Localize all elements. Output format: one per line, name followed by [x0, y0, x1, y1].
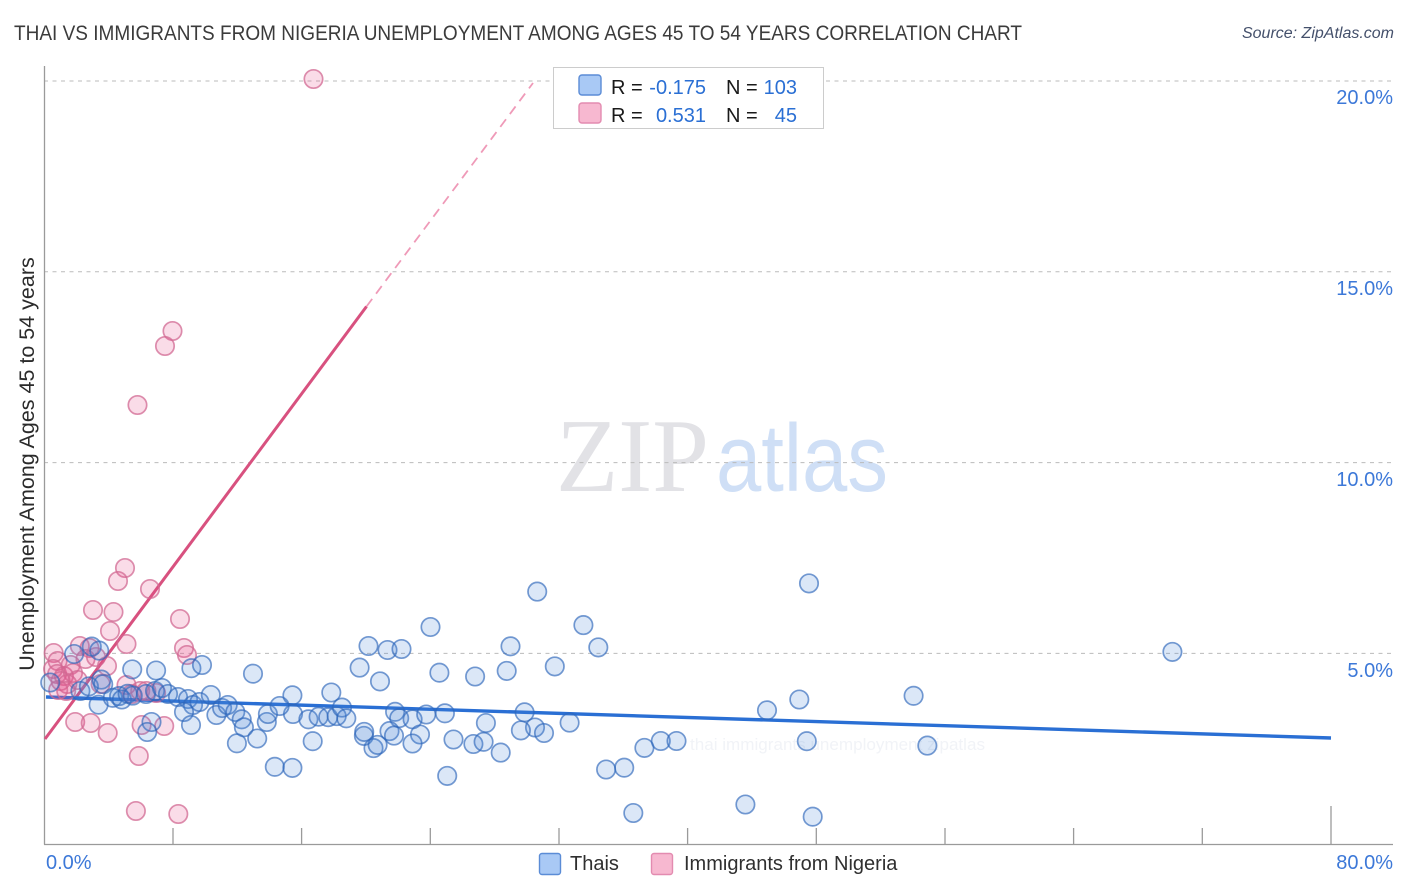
svg-text:Unemployment Among Ages 45 to: Unemployment Among Ages 45 to 54 years: [15, 257, 39, 671]
svg-text:Source: ZipAtlas.com: Source: ZipAtlas.com: [1242, 25, 1394, 42]
svg-text:atlas: atlas: [716, 405, 888, 512]
svg-text:N =: N =: [726, 105, 758, 127]
svg-text:0.531: 0.531: [656, 105, 706, 127]
svg-text:thai immigrants unemployment z: thai immigrants unemployment zipatlas: [690, 735, 985, 754]
svg-text:10.0%: 10.0%: [1336, 469, 1393, 491]
svg-text:R =: R =: [611, 77, 643, 99]
svg-text:103: 103: [764, 77, 797, 99]
svg-text:Thais: Thais: [570, 853, 619, 875]
svg-text:-0.175: -0.175: [649, 77, 706, 99]
svg-text:0.0%: 0.0%: [46, 852, 92, 874]
svg-text:ZIP: ZIP: [556, 397, 709, 514]
svg-text:5.0%: 5.0%: [1347, 660, 1393, 682]
svg-text:Immigrants from Nigeria: Immigrants from Nigeria: [684, 853, 898, 875]
svg-text:15.0%: 15.0%: [1336, 278, 1393, 300]
svg-text:R =: R =: [611, 105, 643, 127]
svg-text:80.0%: 80.0%: [1336, 852, 1393, 874]
svg-text:N =: N =: [726, 77, 758, 99]
svg-text:THAI VS IMMIGRANTS FROM NIGERI: THAI VS IMMIGRANTS FROM NIGERIA UNEMPLOY…: [14, 21, 1022, 45]
svg-text:45: 45: [775, 105, 797, 127]
svg-text:20.0%: 20.0%: [1336, 87, 1393, 109]
